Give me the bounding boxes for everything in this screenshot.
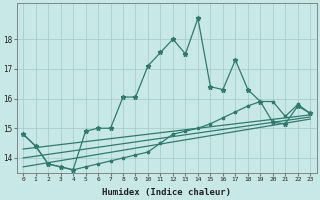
- X-axis label: Humidex (Indice chaleur): Humidex (Indice chaleur): [102, 188, 231, 197]
